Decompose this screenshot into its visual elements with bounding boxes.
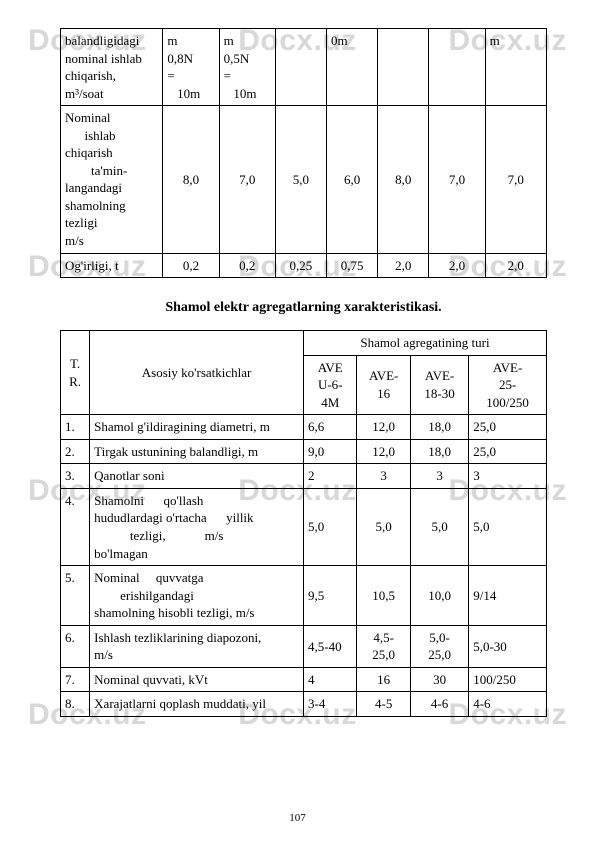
cell: 6,0 — [327, 106, 378, 253]
row-number: 6. — [61, 625, 90, 667]
cell: 0,2 — [163, 253, 219, 278]
col-subheader: AVE-18-30 — [410, 355, 468, 415]
cell: 5,0 — [275, 106, 326, 253]
cell: 18,0 — [410, 415, 468, 440]
row-number: 1. — [61, 415, 90, 440]
table-row: 7.Nominal quvvati, kVt41630100/250 — [61, 667, 547, 692]
cell: 0,75 — [327, 253, 378, 278]
cell: 5,0 — [469, 488, 547, 565]
section-title: Shamol elektr agregatlarning xarakterist… — [60, 300, 547, 316]
cell: 3 — [357, 464, 410, 489]
cell: 9,0 — [304, 439, 357, 464]
row-number: 5. — [61, 566, 90, 626]
col-header: T.R. — [61, 331, 90, 415]
row-number: 4. — [61, 488, 90, 565]
cell: 12,0 — [357, 439, 410, 464]
cell: 8,0 — [163, 106, 219, 253]
table-row: 5.Nominal quvvatga erishilgandagishamoln… — [61, 566, 547, 626]
row-label: balandligidaginominal ishlabchiqarish,m³… — [61, 29, 163, 106]
row-label: Nominal quvvatga erishilgandagishamolnin… — [90, 566, 304, 626]
table-row: 3.Qanotlar soni2333 — [61, 464, 547, 489]
cell: 7,0 — [429, 106, 485, 253]
row-number: 7. — [61, 667, 90, 692]
cell: 5,0 — [304, 488, 357, 565]
row-number: 3. — [61, 464, 90, 489]
cell: 0,25 — [275, 253, 326, 278]
col-subheader: AVEU-6-4M — [304, 355, 357, 415]
cell: 0,2 — [219, 253, 275, 278]
cell: 4-6 — [410, 692, 468, 717]
cell: 4 — [304, 667, 357, 692]
cell: 100/250 — [469, 667, 547, 692]
cell: 10,5 — [357, 566, 410, 626]
row-label: Qanotlar soni — [90, 464, 304, 489]
cell: 4-6 — [469, 692, 547, 717]
cell: 6,6 — [304, 415, 357, 440]
table-row: 6.Ishlash tezliklarining diapozoni,m/s4,… — [61, 625, 547, 667]
row-number: 8. — [61, 692, 90, 717]
cell: 2,0 — [378, 253, 429, 278]
cell: 5,0-25,0 — [410, 625, 468, 667]
cell: 2,0 — [485, 253, 546, 278]
cell: 3 — [469, 464, 547, 489]
cell: 7,0 — [485, 106, 546, 253]
row-label: Shamolni qo'llashhududlardagi o'rtacha y… — [90, 488, 304, 565]
cell: 4-5 — [357, 692, 410, 717]
cell: 3-4 — [304, 692, 357, 717]
row-label: Tirgak ustunining balandligi, m — [90, 439, 304, 464]
page-number: 107 — [0, 812, 595, 824]
cell: 4,5-25,0 — [357, 625, 410, 667]
cell — [378, 29, 429, 106]
table-row: 2.Tirgak ustunining balandligi, m9,012,0… — [61, 439, 547, 464]
table-characteristics: T.R.Asosiy ko'rsatkichlarShamol agregati… — [60, 330, 547, 717]
cell: 0m — [327, 29, 378, 106]
row-label: Shamol g'ildiragining diametri, m — [90, 415, 304, 440]
cell: 12,0 — [357, 415, 410, 440]
cell: 3 — [410, 464, 468, 489]
cell: m0,5N= 10m — [219, 29, 275, 106]
cell: 5,0 — [357, 488, 410, 565]
col-subheader: AVE-16 — [357, 355, 410, 415]
row-label: Nominal quvvati, kVt — [90, 667, 304, 692]
row-number: 2. — [61, 439, 90, 464]
cell — [429, 29, 485, 106]
table-row: 1.Shamol g'ildiragining diametri, m6,612… — [61, 415, 547, 440]
cell: 9/14 — [469, 566, 547, 626]
cell: 18,0 — [410, 439, 468, 464]
col-subheader: AVE-25-100/250 — [469, 355, 547, 415]
table-top: balandligidaginominal ishlabchiqarish,m³… — [60, 28, 547, 278]
table-row: Nominal ishlabchiqarish ta'min-langandag… — [61, 106, 547, 253]
cell: 10,0 — [410, 566, 468, 626]
cell: 4,5-40 — [304, 625, 357, 667]
row-label: Xarajatlarni qoplash muddati, yil — [90, 692, 304, 717]
table-row: Og'irligi, t0,20,20,250,752,02,02,0 — [61, 253, 547, 278]
cell: 5,0 — [410, 488, 468, 565]
cell: 16 — [357, 667, 410, 692]
table-header-row: T.R.Asosiy ko'rsatkichlarShamol agregati… — [61, 331, 547, 356]
table-row: balandligidaginominal ishlabchiqarish,m³… — [61, 29, 547, 106]
cell — [275, 29, 326, 106]
cell: 25,0 — [469, 439, 547, 464]
cell: 7,0 — [219, 106, 275, 253]
table-row: 8.Xarajatlarni qoplash muddati, yil3-44-… — [61, 692, 547, 717]
cell: 2,0 — [429, 253, 485, 278]
cell: 8,0 — [378, 106, 429, 253]
row-label: Og'irligi, t — [61, 253, 163, 278]
cell: 30 — [410, 667, 468, 692]
table-row: 4.Shamolni qo'llashhududlardagi o'rtacha… — [61, 488, 547, 565]
cell: 5,0-30 — [469, 625, 547, 667]
col-header: Asosiy ko'rsatkichlar — [90, 331, 304, 415]
cell: 25,0 — [469, 415, 547, 440]
cell: m — [485, 29, 546, 106]
cell: 9,5 — [304, 566, 357, 626]
cell: 2 — [304, 464, 357, 489]
row-label: Nominal ishlabchiqarish ta'min-langandag… — [61, 106, 163, 253]
cell: m0,8N= 10m — [163, 29, 219, 106]
row-label: Ishlash tezliklarining diapozoni,m/s — [90, 625, 304, 667]
col-header-group: Shamol agregatining turi — [304, 331, 547, 356]
